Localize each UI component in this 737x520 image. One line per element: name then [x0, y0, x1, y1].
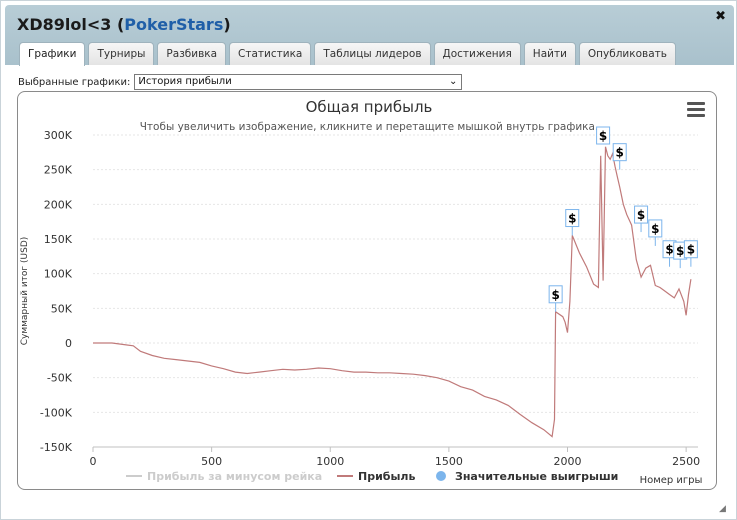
player-name: XD89lol<3: [17, 15, 112, 34]
tab-achievements[interactable]: Достижения: [433, 42, 521, 65]
close-button[interactable]: ✖: [715, 9, 726, 24]
tab-leaderboards[interactable]: Таблицы лидеров: [314, 42, 431, 65]
site-name[interactable]: PokerStars: [124, 15, 224, 34]
tab-breakdown[interactable]: Разбивка: [157, 42, 227, 65]
title-close-paren: ): [223, 15, 231, 34]
window-title: XD89lol<3 (PokerStars): [17, 15, 231, 34]
chart-selector-row: Выбранные графики: История прибыли ⌄: [18, 74, 463, 90]
chart-selector-value: История прибыли: [138, 76, 232, 87]
tab-publish[interactable]: Опубликовать: [578, 42, 676, 65]
resize-grip-icon[interactable]: ◢: [719, 504, 726, 514]
legend-item-label[interactable]: Прибыль: [358, 470, 415, 483]
legend-item-label[interactable]: Значительные выигрыши: [455, 470, 618, 483]
title-open-paren: (: [111, 15, 125, 34]
tab-charts[interactable]: Графики: [19, 42, 86, 66]
chart-selector-label: Выбранные графики:: [18, 76, 131, 88]
tab-bar: Графики Турниры Разбивка Статистика Табл…: [19, 42, 676, 66]
legend-item-label[interactable]: Прибыль за минусом рейка: [147, 470, 322, 483]
chart-menu-icon[interactable]: [687, 102, 705, 118]
tab-find[interactable]: Найти: [523, 42, 576, 65]
chevron-down-icon: ⌄: [449, 76, 458, 87]
tab-statistics[interactable]: Статистика: [229, 42, 312, 65]
tab-tournaments[interactable]: Турниры: [88, 42, 155, 65]
chart-panel: [17, 91, 717, 490]
chart-selector-dropdown[interactable]: История прибыли ⌄: [134, 74, 463, 90]
